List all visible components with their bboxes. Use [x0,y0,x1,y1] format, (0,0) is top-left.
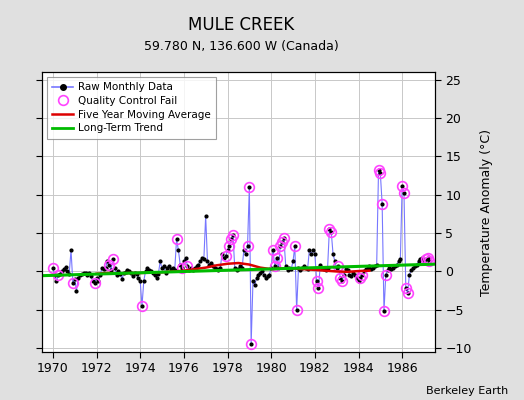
Y-axis label: Temperature Anomaly (°C): Temperature Anomaly (°C) [480,128,493,296]
Text: MULE CREEK: MULE CREEK [188,16,294,34]
Legend: Raw Monthly Data, Quality Control Fail, Five Year Moving Average, Long-Term Tren: Raw Monthly Data, Quality Control Fail, … [47,77,216,138]
Text: 59.780 N, 136.600 W (Canada): 59.780 N, 136.600 W (Canada) [144,40,339,53]
Text: Berkeley Earth: Berkeley Earth [426,386,508,396]
